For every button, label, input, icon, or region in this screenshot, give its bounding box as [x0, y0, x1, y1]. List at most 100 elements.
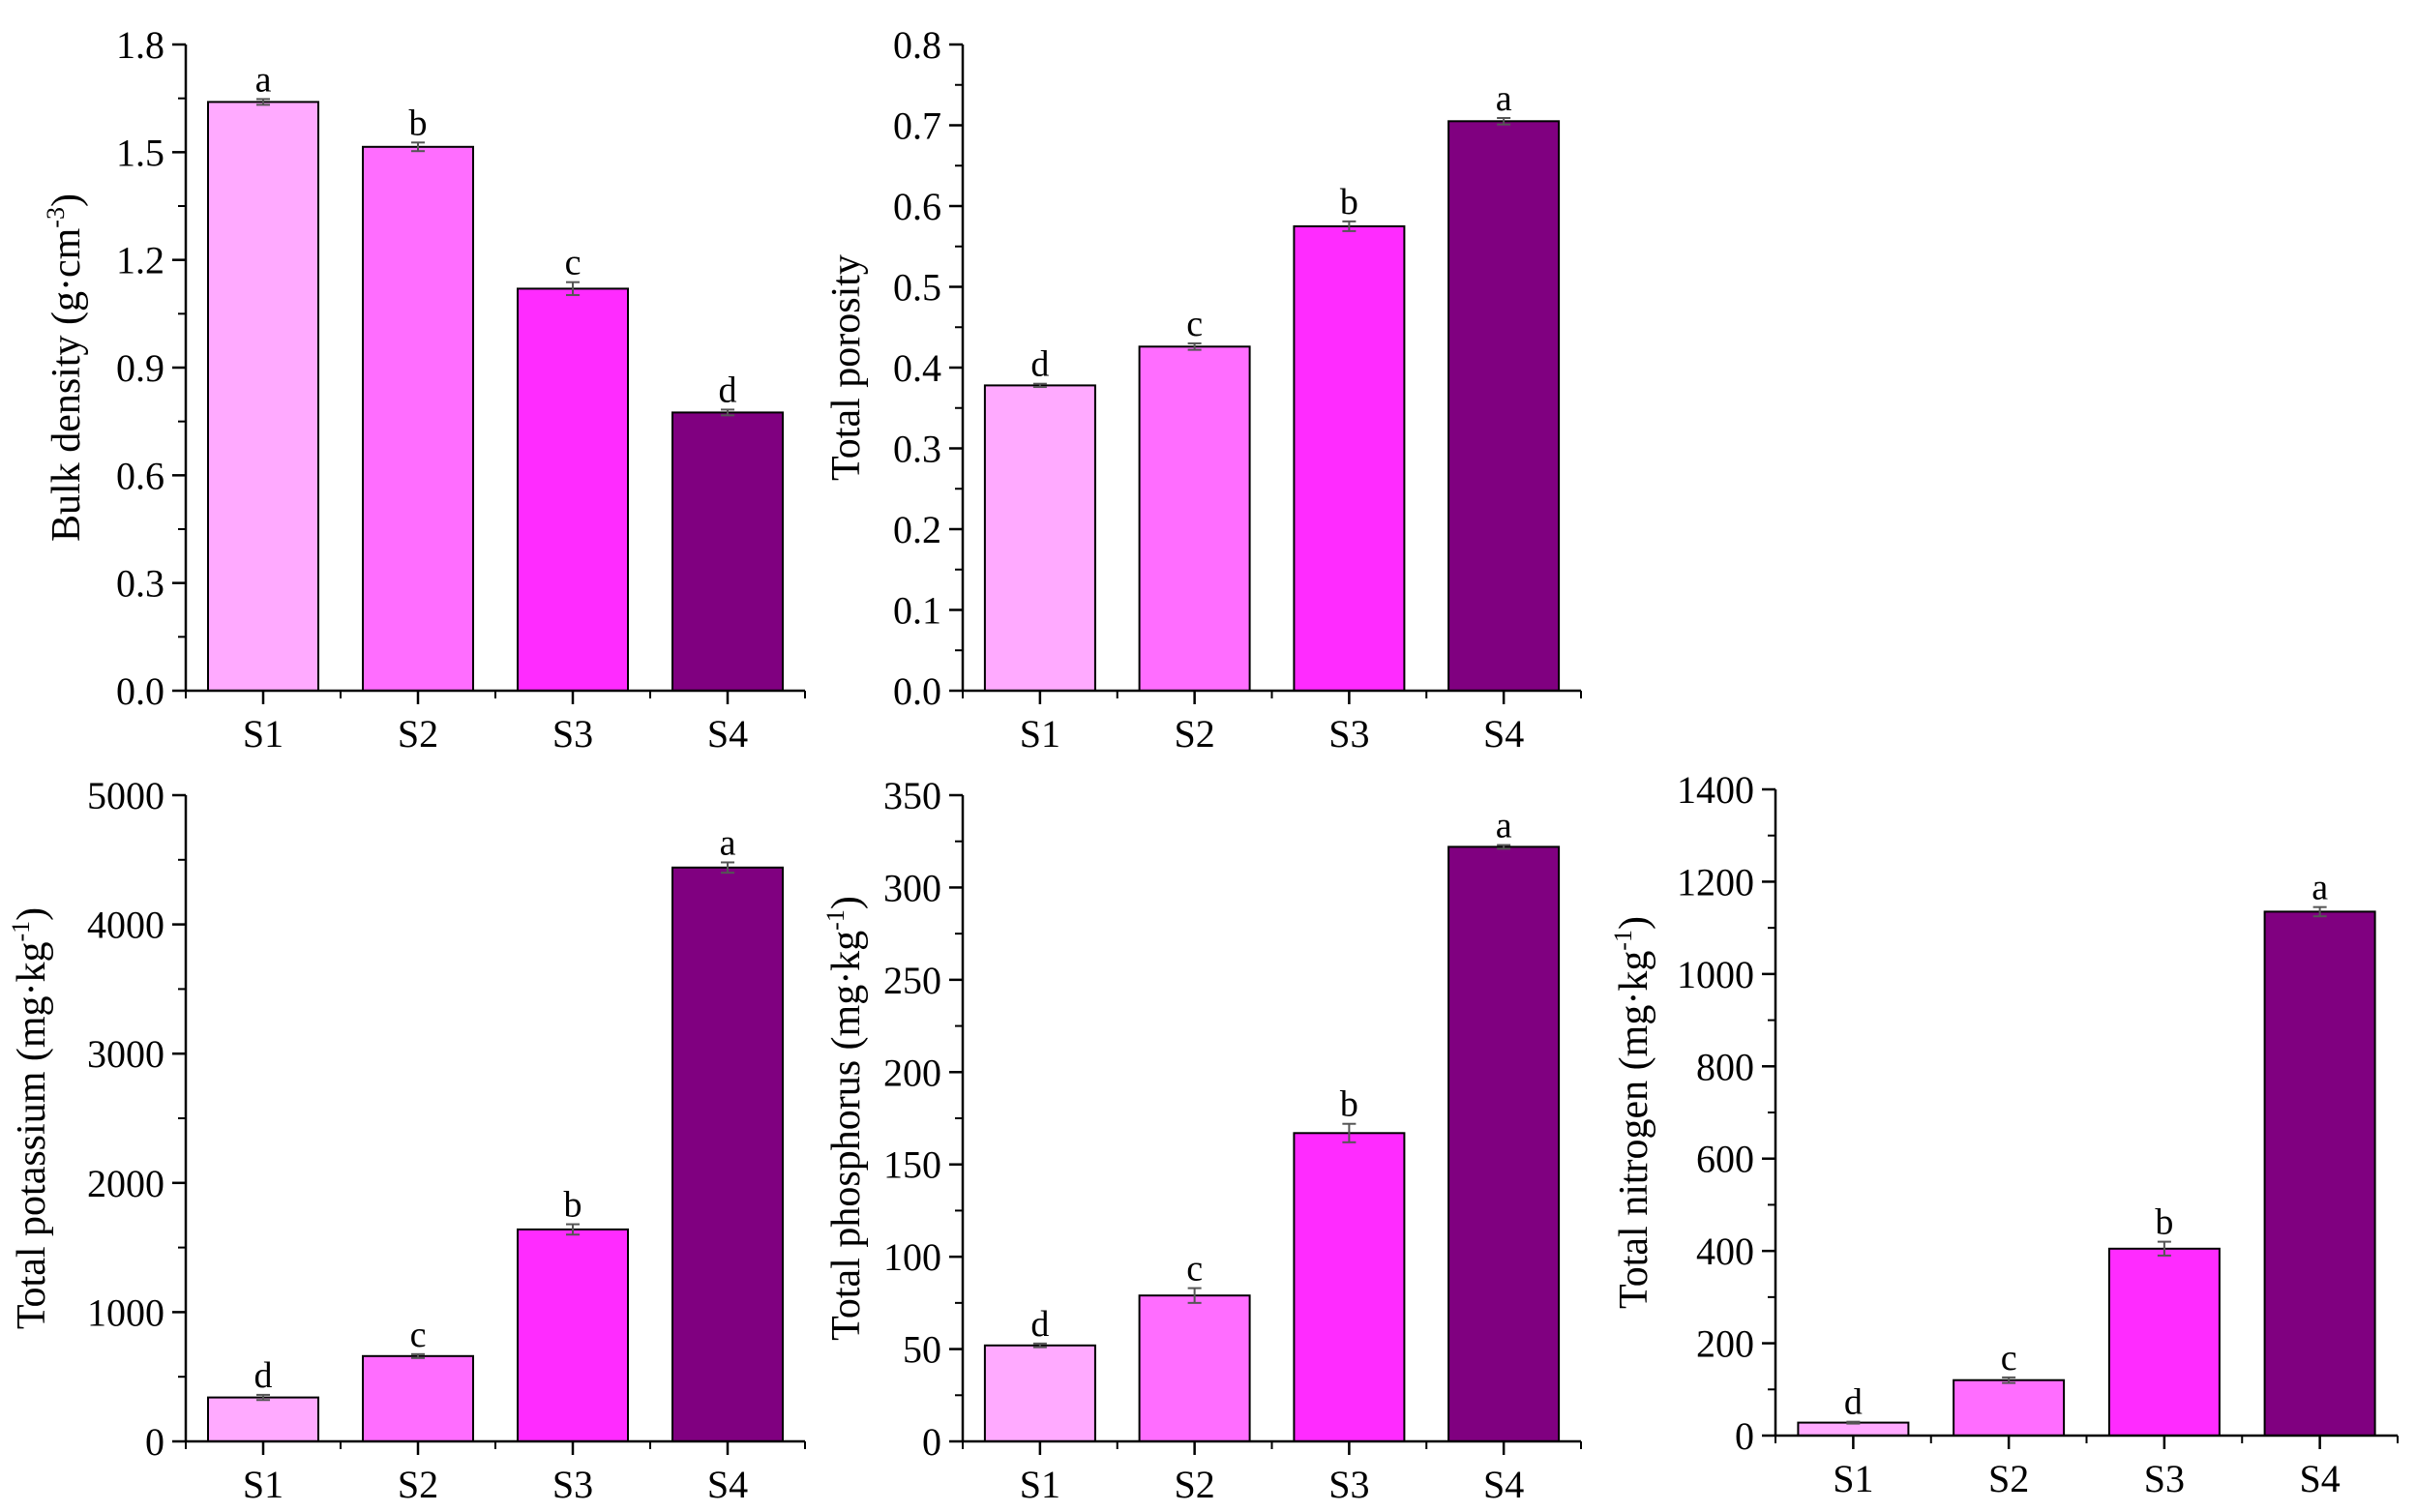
y-tick-label: 0.3 — [116, 562, 164, 606]
y-tick-label: 0.7 — [893, 104, 941, 148]
y-axis-title-end: ) — [45, 193, 89, 207]
y-tick-label: 100 — [883, 1235, 941, 1279]
significance-label-S4: a — [1496, 78, 1512, 119]
y-axis-title: Total phosphorus (mg·kg-1) — [821, 896, 869, 1341]
significance-label-S3: b — [1340, 182, 1358, 222]
x-tick-label-S2: S2 — [398, 712, 438, 756]
x-tick-label-S4: S4 — [707, 1463, 748, 1506]
x-tick-label-S1: S1 — [1020, 712, 1060, 756]
y-tick-label: 150 — [883, 1143, 941, 1187]
x-tick-label-S4: S4 — [1483, 712, 1524, 756]
significance-label-S2: c — [2001, 1338, 2017, 1379]
y-axis-title-superscript: -3 — [42, 207, 70, 228]
y-tick-label: 800 — [1696, 1045, 1754, 1088]
y-tick-label: 600 — [1696, 1138, 1754, 1181]
bar-S1 — [207, 1396, 319, 1442]
significance-label-S4: a — [1496, 806, 1512, 846]
bar-S3 — [1293, 1132, 1406, 1443]
significance-label-S2: b — [409, 103, 428, 143]
y-tick-label: 0.5 — [893, 266, 941, 310]
bar-S2 — [362, 1354, 474, 1443]
y-tick-label: 0.6 — [893, 185, 941, 228]
y-tick-label: 0 — [145, 1420, 164, 1464]
y-tick-label: 0.2 — [893, 508, 941, 551]
significance-label-S2: c — [410, 1315, 427, 1355]
x-tick-label-S2: S2 — [1988, 1457, 2029, 1500]
y-axis-title-main: Total nitrogen (mg·kg — [1612, 951, 1656, 1309]
bar-S1 — [207, 101, 319, 692]
y-tick-label: 0.1 — [893, 589, 941, 633]
x-tick-label-S1: S1 — [243, 712, 283, 756]
y-axis-title-superscript: -1 — [1609, 930, 1637, 951]
bar-S3 — [1293, 224, 1406, 692]
y-axis-title-main: Total porosity — [824, 254, 869, 481]
x-tick-label-S2: S2 — [1175, 1463, 1215, 1506]
significance-label-S4: d — [719, 370, 737, 410]
y-axis-title-main: Bulk density (g·cm — [45, 227, 89, 542]
y-tick-label: 200 — [883, 1051, 941, 1094]
significance-label-S4: a — [2312, 868, 2328, 908]
x-tick-label-S3: S3 — [1328, 1463, 1369, 1506]
x-tick-label-S3: S3 — [552, 712, 593, 756]
y-tick-label: 2000 — [87, 1162, 164, 1205]
x-tick-label-S2: S2 — [1175, 712, 1215, 756]
y-axis-title-superscript: -1 — [7, 921, 35, 942]
y-axis-title-end: ) — [824, 896, 869, 909]
y-tick-label: 0.6 — [116, 454, 164, 497]
significance-label-S3: c — [565, 243, 582, 283]
y-axis-title-main: Total potassium (mg·kg — [10, 941, 54, 1329]
y-tick-label: 0.0 — [116, 669, 164, 713]
y-axis-title-end: ) — [10, 907, 54, 921]
x-tick-label-S4: S4 — [1483, 1463, 1524, 1506]
significance-label-S3: b — [1340, 1084, 1358, 1125]
chart-panel-5: d c b a 0 200 400 600 800 1000 1200 1400 S1 S2 S3 S4 Tot… — [1609, 768, 2399, 1500]
chart-panel-3: d c b a 0 1000 2000 3000 4000 5000 S1 S2 S3 S4 Total p… — [7, 774, 806, 1506]
bar-S2 — [1138, 1294, 1251, 1442]
x-tick-label-S1: S1 — [1833, 1457, 1873, 1500]
y-axis-title-superscript: -1 — [821, 909, 850, 931]
chart-panel-1: a b c d 0.0 0.3 0.6 0.9 1.2 1.5 1.8 S1 S2 S3 S4 Bulk de… — [42, 23, 806, 756]
significance-label-S3: b — [2155, 1202, 2173, 1243]
y-axis-title-main: Total phosphorus (mg·kg — [824, 931, 869, 1341]
y-tick-label: 50 — [903, 1328, 941, 1372]
y-tick-label: 200 — [1696, 1322, 1754, 1366]
significance-label-S1: d — [1844, 1382, 1863, 1423]
y-axis-title: Total potassium (mg·kg-1) — [7, 907, 54, 1329]
bar-S2 — [1138, 345, 1251, 692]
bar-S1 — [983, 384, 1096, 692]
y-axis-title: Bulk density (g·cm-3) — [42, 193, 89, 542]
bar-S1 — [1797, 1421, 1910, 1437]
bar-S3 — [2107, 1247, 2221, 1438]
x-tick-label-S3: S3 — [552, 1463, 593, 1506]
x-tick-label-S1: S1 — [1020, 1463, 1060, 1506]
y-tick-label: 1.2 — [116, 239, 164, 282]
y-tick-label: 1.8 — [116, 23, 164, 67]
bar-S2 — [362, 145, 474, 693]
y-tick-label: 0.4 — [893, 346, 941, 390]
y-tick-label: 0.3 — [893, 428, 941, 471]
y-tick-label: 0.9 — [116, 346, 164, 390]
significance-label-S2: c — [1186, 304, 1203, 344]
y-tick-label: 1.5 — [116, 131, 164, 174]
significance-label-S1: d — [1030, 1304, 1049, 1345]
significance-label-S1: d — [254, 1355, 273, 1396]
y-tick-label: 1000 — [87, 1290, 164, 1334]
y-tick-label: 350 — [883, 774, 941, 817]
x-tick-label-S3: S3 — [1328, 712, 1369, 756]
bar-S1 — [983, 1344, 1096, 1443]
y-tick-label: 0 — [1735, 1414, 1754, 1458]
bar-S4 — [2263, 910, 2376, 1437]
y-tick-label: 4000 — [87, 904, 164, 947]
significance-label-S1: a — [255, 59, 272, 100]
y-axis-title: Total porosity — [824, 254, 869, 481]
y-tick-label: 0 — [922, 1420, 941, 1464]
bar-S2 — [1953, 1379, 2066, 1437]
x-tick-label-S2: S2 — [398, 1463, 438, 1506]
y-tick-label: 300 — [883, 866, 941, 909]
y-tick-label: 3000 — [87, 1032, 164, 1076]
y-tick-label: 1000 — [1677, 953, 1754, 996]
y-tick-label: 5000 — [87, 774, 164, 817]
y-tick-label: 0.8 — [893, 23, 941, 67]
significance-label-S2: c — [1186, 1249, 1203, 1290]
